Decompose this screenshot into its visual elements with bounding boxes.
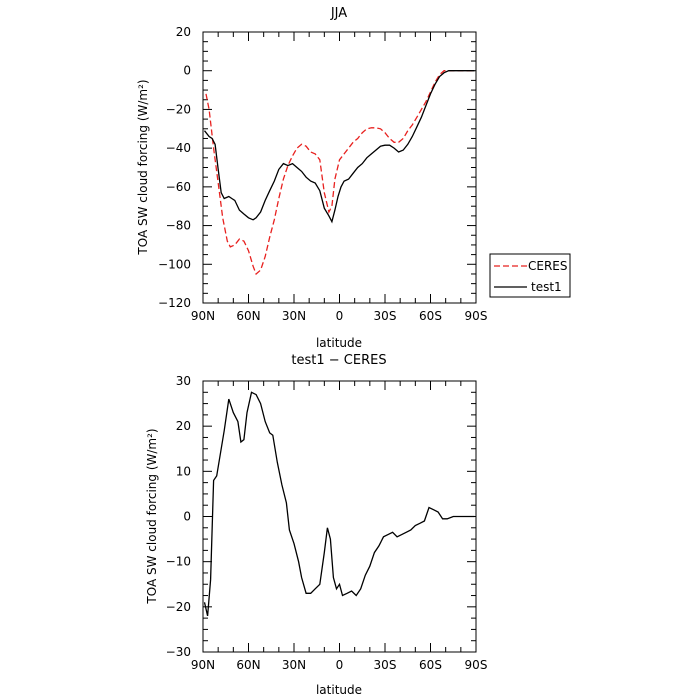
top-chart-x-tick-label: 60S <box>419 309 442 323</box>
bottom-chart-x-axis-label: latitude <box>316 683 362 697</box>
top-chart-x-tick-label: 0 <box>336 309 344 323</box>
bottom-chart-frame <box>202 380 477 653</box>
top-chart-y-tick-label: −100 <box>158 257 191 271</box>
top-chart-lines <box>203 70 475 276</box>
top-chart-y-tick-label: −120 <box>158 296 191 310</box>
top-chart-title: JJA <box>330 6 347 21</box>
legend-ceres-label: CERES <box>528 259 568 273</box>
bottom-chart-title: test1 − CERES <box>291 353 386 368</box>
bottom-chart-x-tick-label: 60S <box>419 658 442 672</box>
top-chart-y-tick-label: −20 <box>166 102 191 116</box>
top-chart-frame <box>202 31 477 304</box>
top-chart-y-tick-label: 0 <box>183 64 191 78</box>
bottom-chart-x-tick-label: 60N <box>236 658 260 672</box>
top-chart: JJA latitude TOA SW cloud forcing (W/m²)… <box>136 6 487 350</box>
bottom-chart-x-tick-label: 0 <box>336 658 344 672</box>
legend: CERES test1 <box>489 253 571 298</box>
bottom-chart-y-axis-label: TOA SW cloud forcing (W/m²) <box>145 428 159 604</box>
bottom-chart-x-tick-label: 90N <box>191 658 215 672</box>
bottom-chart-y-tick-label: 0 <box>183 510 191 524</box>
bottom-chart-y-tick-label: 30 <box>176 374 191 388</box>
bottom-chart-y-tick-label: −30 <box>166 645 191 659</box>
bottom-chart-series-line-difference <box>203 391 475 617</box>
bottom-chart-y-tick-label: 20 <box>176 419 191 433</box>
legend-test1-label: test1 <box>531 280 562 294</box>
bottom-chart-x-tick-label: 30S <box>374 658 397 672</box>
top-chart-x-tick-label: 90S <box>465 309 488 323</box>
top-chart-y-axis-label: TOA SW cloud forcing (W/m²) <box>136 79 150 255</box>
top-chart-x-tick-label: 60N <box>236 309 260 323</box>
top-chart-x-axis-label: latitude <box>316 336 362 350</box>
top-chart-y-tick-label: 20 <box>176 25 191 39</box>
legend-box <box>489 253 571 298</box>
top-chart-series-line-ceres <box>205 70 475 276</box>
top-chart-y-tick-label: −80 <box>166 219 191 233</box>
top-chart-x-tick-label: 30N <box>282 309 306 323</box>
top-chart-y-tick-label: −60 <box>166 180 191 194</box>
bottom-chart-y-tick-label: −20 <box>166 600 191 614</box>
top-chart-ticks: 90N 60N 30N 0 30S 60S 90S −120 −100 −80 −60 −40 −20 0… <box>158 25 487 323</box>
top-chart-y-tick-label: −40 <box>166 141 191 155</box>
bottom-chart-x-tick-label: 30N <box>282 658 306 672</box>
bottom-chart-x-tick-label: 90S <box>465 658 488 672</box>
bottom-chart-lines <box>203 391 475 617</box>
top-chart-x-tick-label: 30S <box>374 309 397 323</box>
bottom-chart-y-tick-label: 10 <box>176 464 191 478</box>
bottom-chart-y-tick-label: −10 <box>166 555 191 569</box>
bottom-chart-ticks: 90N 60N 30N 0 30S 60S 90S −30 −20 −10 0 10 20 30 <box>166 374 488 672</box>
top-chart-x-tick-label: 90N <box>191 309 215 323</box>
bottom-chart: test1 − CERES latitude TOA SW cloud forc… <box>145 353 487 697</box>
top-chart-series-line-test1 <box>203 70 475 224</box>
